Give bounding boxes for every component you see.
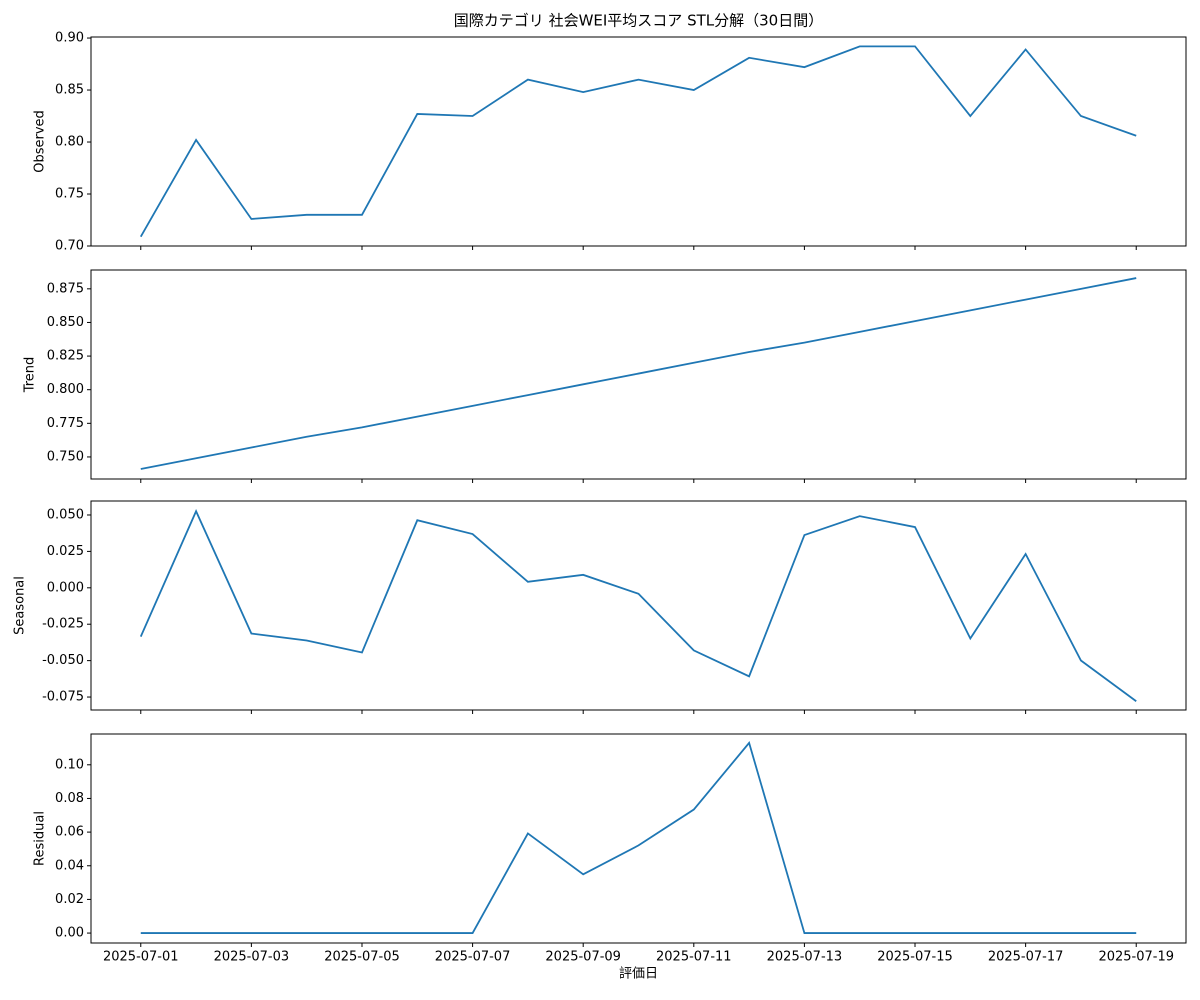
y-tick-label: 0.825 <box>47 349 84 364</box>
x-tick-label: 2025-07-09 <box>545 950 621 965</box>
plot-frame <box>90 500 1187 711</box>
y-tick-label: 0.85 <box>55 83 84 98</box>
y-tick-label: 0.75 <box>55 187 84 202</box>
line-series <box>139 508 1137 702</box>
plot-frame <box>90 36 1187 247</box>
y-tick-label: 0.875 <box>47 281 84 296</box>
x-tick-label: 2025-07-17 <box>988 950 1064 965</box>
y-tick-label: 0.80 <box>55 135 84 150</box>
x-tick-label: 2025-07-13 <box>767 950 843 965</box>
y-tick-label: 0.00 <box>55 926 84 941</box>
y-axis-label: Residual <box>33 811 48 866</box>
x-tick-label: 2025-07-03 <box>214 950 290 965</box>
y-tick-label: -0.025 <box>42 617 84 632</box>
x-tick-label: 2025-07-01 <box>103 950 179 965</box>
y-tick-label: 0.850 <box>47 315 84 330</box>
x-tick-label: 2025-07-05 <box>324 950 400 965</box>
x-tick-label: 2025-07-07 <box>435 950 511 965</box>
y-tick-label: 0.10 <box>55 757 84 772</box>
line-series <box>140 741 1137 934</box>
y-tick-label: 0.750 <box>47 449 84 464</box>
x-axis-label: 評価日 <box>619 967 658 982</box>
y-tick-label: 0.90 <box>55 31 84 46</box>
line-series <box>140 277 1137 470</box>
x-tick-label: 2025-07-19 <box>1098 950 1174 965</box>
line-series <box>139 45 1137 238</box>
y-tick-label: 0.000 <box>47 580 84 595</box>
y-tick-label: 0.025 <box>47 544 84 559</box>
y-tick-label: 0.70 <box>55 239 84 254</box>
y-tick-label: 0.050 <box>47 507 84 522</box>
y-tick-label: 0.775 <box>47 416 84 431</box>
x-tick-label: 2025-07-11 <box>656 950 732 965</box>
y-tick-label: -0.050 <box>42 653 84 668</box>
x-tick-label: 2025-07-15 <box>877 950 953 965</box>
plot-frame <box>90 733 1187 944</box>
chart-title: 国際カテゴリ 社会WEI平均スコア STL分解（30日間） <box>454 12 823 30</box>
y-tick-label: 0.04 <box>55 858 84 873</box>
y-tick-label: 0.02 <box>55 892 84 907</box>
y-tick-label: 0.08 <box>55 791 84 806</box>
y-tick-label: -0.075 <box>42 690 84 705</box>
y-tick-label: 0.800 <box>47 382 84 397</box>
y-tick-label: 0.06 <box>55 825 84 840</box>
plot-frame <box>90 269 1187 480</box>
y-axis-label: Trend <box>23 357 38 394</box>
y-axis-label: Observed <box>33 110 48 173</box>
y-axis-label: Seasonal <box>13 576 28 635</box>
